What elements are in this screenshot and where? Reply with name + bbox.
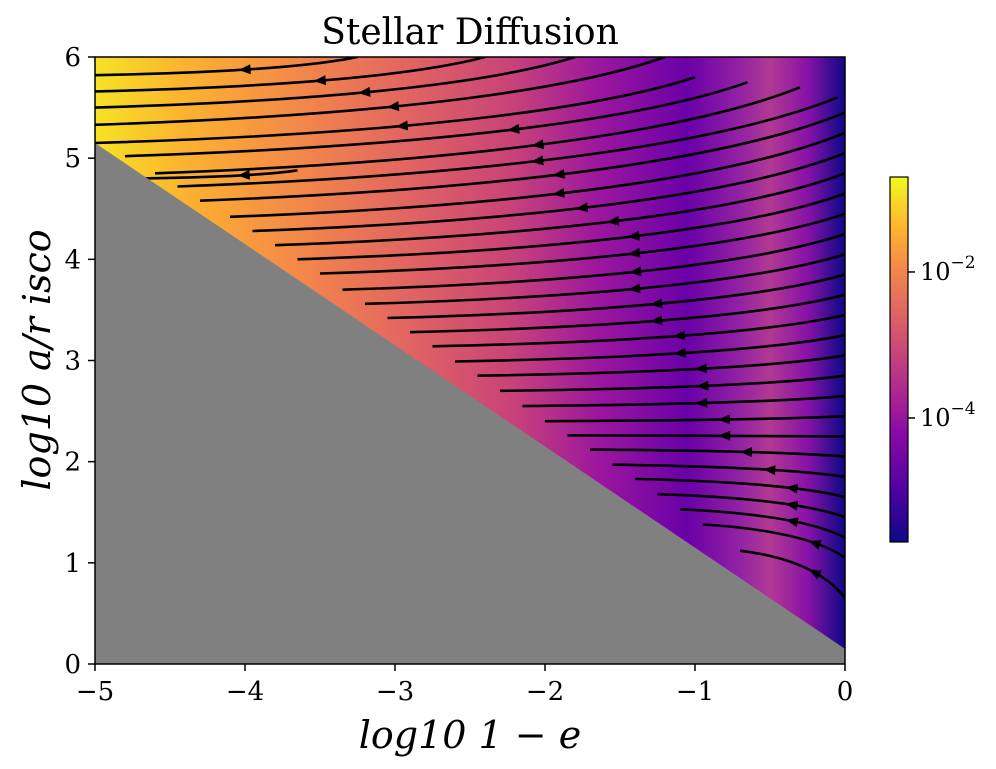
- streamline: [364, 253, 845, 306]
- x-tick-label: −3: [376, 677, 414, 707]
- streamline: [589, 448, 845, 458]
- stream-arrow: [785, 483, 799, 494]
- streamline: [95, 57, 576, 109]
- colorbar-tick-exponent: −4: [951, 399, 976, 419]
- y-axis-ticks: 0 1 2 3 4 5 6: [64, 43, 95, 680]
- streamline: [432, 313, 845, 348]
- streamline: [567, 434, 845, 438]
- streamline: [544, 414, 845, 423]
- y-tick-label: 6: [64, 43, 81, 73]
- chart-title: Stellar Diffusion: [321, 12, 619, 53]
- streamline: [95, 57, 666, 127]
- colorbar-ticks: 10−2 10−4: [908, 253, 976, 432]
- stream-arrow: [237, 169, 250, 180]
- stream-arrow: [531, 155, 544, 166]
- stream-arrow: [313, 75, 327, 86]
- stream-arrow: [629, 266, 642, 277]
- colorbar-tick-label: 10−4: [920, 399, 976, 432]
- stream-arrow: [717, 414, 731, 425]
- y-axis-label: log10 a/r isco: [15, 229, 59, 490]
- stream-arrow: [650, 298, 663, 309]
- streamline: [477, 354, 845, 377]
- stream-arrow: [739, 447, 752, 458]
- streamline: [199, 111, 845, 202]
- streamline: [739, 549, 845, 600]
- y-tick-label: 5: [64, 144, 81, 174]
- streamline: [387, 273, 845, 320]
- stream-arrow: [695, 397, 708, 408]
- streamline: [154, 86, 801, 175]
- colorbar-tick-exponent: −2: [951, 253, 976, 273]
- x-tick-label: −1: [676, 677, 714, 707]
- stream-arrow: [628, 283, 641, 294]
- streamline: [229, 131, 845, 219]
- colorbar-tick-label: 10−2: [920, 253, 976, 286]
- stream-arrow: [718, 430, 731, 441]
- stream-arrow: [627, 247, 641, 258]
- y-tick-label: 4: [64, 245, 81, 275]
- stream-arrow: [672, 330, 686, 341]
- streamline: [319, 212, 845, 275]
- streamline: [522, 394, 845, 408]
- y-tick-label: 2: [64, 448, 81, 478]
- streamline: [95, 57, 486, 93]
- stream-arrow: [552, 187, 565, 198]
- streamline: [634, 477, 845, 499]
- stream-arrow: [694, 363, 707, 374]
- streamline: [177, 96, 838, 188]
- stream-arrow: [673, 347, 687, 358]
- streamline: [297, 192, 845, 261]
- y-tick-label: 0: [64, 650, 81, 680]
- stream-arrow: [627, 230, 640, 241]
- stream-arrow: [575, 202, 589, 213]
- stream-arrow: [650, 315, 663, 326]
- x-tick-label: −4: [226, 677, 264, 707]
- stream-arrow: [531, 139, 545, 150]
- stream-arrow: [808, 569, 822, 580]
- x-axis-ticks: −5 −4 −3 −2 −1 0: [76, 664, 853, 707]
- x-tick-label: −2: [526, 677, 564, 707]
- x-tick-label: 0: [837, 677, 854, 707]
- streamline: [124, 81, 748, 158]
- excluded-region: [95, 142, 845, 664]
- stream-arrow: [696, 380, 709, 391]
- streamline: [409, 293, 845, 334]
- stream-arrow: [763, 465, 776, 476]
- x-axis-label: log10 1 − e: [359, 713, 581, 757]
- stream-arrow: [395, 120, 409, 131]
- streamline: [95, 57, 358, 77]
- streamline: [657, 492, 845, 519]
- stream-arrow: [238, 64, 251, 75]
- streamline: [252, 151, 845, 233]
- streamline: [342, 232, 845, 291]
- stream-arrow: [386, 101, 400, 112]
- stream-arrow: [808, 540, 822, 550]
- streamline: [499, 374, 845, 393]
- streamline: [454, 333, 845, 363]
- stream-arrow: [507, 123, 520, 134]
- stream-arrow: [358, 86, 371, 97]
- stream-arrow: [552, 168, 566, 179]
- colorbar: [889, 176, 909, 543]
- x-tick-label: −5: [76, 677, 114, 707]
- streamline: [95, 75, 696, 145]
- streamline: [274, 172, 845, 247]
- streamline: [702, 523, 845, 559]
- y-tick-label: 3: [64, 347, 81, 377]
- stream-arrow: [606, 215, 620, 226]
- stream-arrow: [785, 517, 799, 528]
- stream-arrow: [785, 500, 799, 511]
- streamlines: [95, 57, 845, 600]
- y-tick-label: 1: [64, 549, 81, 579]
